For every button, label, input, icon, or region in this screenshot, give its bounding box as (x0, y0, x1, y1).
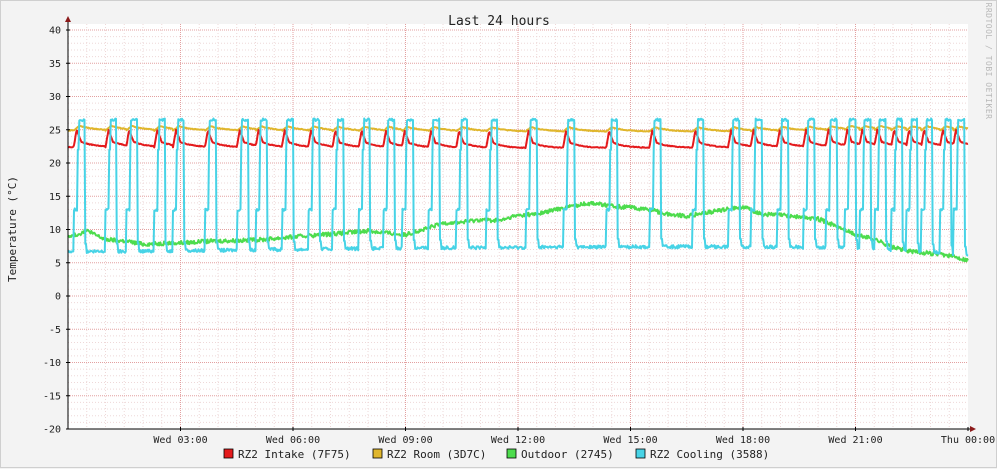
y-tick-label: 25 (49, 125, 61, 136)
y-tick-label: 0 (55, 292, 61, 303)
y-tick-label: -20 (43, 425, 61, 436)
y-tick-label: 40 (49, 26, 61, 37)
x-tick-label: Wed 06:00 (266, 435, 320, 446)
series-layer (67, 117, 969, 263)
series-line-room (67, 124, 969, 133)
chart-title: Last 24 hours (448, 14, 550, 29)
y-tick-label: 35 (49, 59, 61, 70)
series-line-intake (67, 128, 969, 150)
legend: RZ2 Intake (7F75) RZ2 Room (3D7C) Outdoor … (223, 448, 769, 461)
x-tick-label: Wed 15:00 (603, 435, 657, 446)
y-tick-label: 30 (49, 92, 61, 103)
series-line-outdoor (67, 200, 969, 263)
x-tick-label: Wed 18:00 (716, 435, 770, 446)
x-tick-label: Wed 12:00 (491, 435, 545, 446)
legend-swatch-outdoor (506, 448, 517, 459)
y-tick-label: 15 (49, 192, 61, 203)
y-axis-label: Temperature (°C) (6, 176, 19, 282)
y-tick-label: 5 (55, 258, 61, 269)
legend-swatch-room (372, 448, 383, 459)
y-tick-label: 10 (49, 225, 61, 236)
y-tick-label: -15 (43, 391, 61, 402)
series-line-cooling (67, 117, 969, 257)
legend-swatch-cooling (635, 448, 646, 459)
x-tick-label: Wed 21:00 (828, 435, 882, 446)
x-tick-labels: Wed 03:00 Wed 06:00 Wed 09:00 Wed 12:00 Wed … (153, 435, 995, 446)
y-tick-label: 20 (49, 159, 61, 170)
y-tick-labels: 40 35 30 25 20 15 10 5 0 -5 -10 -15 -20 (43, 26, 61, 436)
y-axis-arrow (65, 16, 71, 22)
y-tick-label: -10 (43, 358, 61, 369)
x-tick-label: Wed 09:00 (378, 435, 432, 446)
legend-label-cooling: RZ2 Cooling (3588) (650, 448, 769, 461)
legend-label-intake: RZ2 Intake (7F75) (238, 448, 351, 461)
y-tick-label: -5 (49, 325, 61, 336)
x-tick-label: Wed 03:00 (153, 435, 207, 446)
legend-label-room: RZ2 Room (3D7C) (387, 448, 486, 461)
x-axis-arrow (970, 426, 976, 432)
watermark: RRDTOOL / TOBI OETIKER (984, 3, 993, 120)
x-tick-label: Thu 00:00 (941, 435, 995, 446)
axes (65, 16, 976, 432)
legend-label-outdoor: Outdoor (2745) (521, 448, 614, 461)
legend-swatch-intake (223, 448, 234, 459)
grid (68, 24, 968, 430)
